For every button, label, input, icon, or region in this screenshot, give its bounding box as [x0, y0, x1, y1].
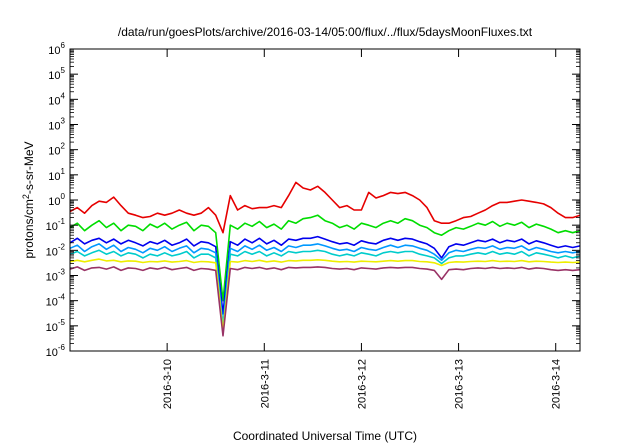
x-tick-label: 2016-3-10	[162, 359, 174, 409]
y-tick-label: 103	[48, 117, 65, 133]
x-tick-label: 2016-3-11	[259, 359, 271, 408]
x-axis-title: Coordinated Universal Time (UTC)	[233, 429, 417, 443]
y-tick-label: 102	[48, 142, 65, 158]
x-tick-label: 2016-3-12	[356, 359, 368, 409]
x-tick-label: 2016-3-14	[551, 359, 563, 409]
series-line	[69, 214, 581, 302]
y-tick-label: 10-4	[46, 293, 66, 309]
series-line	[69, 258, 581, 333]
y-axis-title: protons/cm2-s-sr-MeV	[21, 141, 36, 258]
y-axis-title-part: protons/cm	[22, 199, 36, 258]
y-axis-title-superscript: 2	[21, 194, 31, 199]
series-layer	[69, 181, 581, 337]
y-tick-label: 10-3	[46, 268, 66, 284]
y-tick-label: 10-2	[46, 242, 66, 258]
series-line	[69, 181, 581, 234]
x-axis: 2016-3-10 2016-3-11 2016-3-12 2016-3-13 2016…	[162, 49, 563, 409]
y-tick-label: 10-1	[46, 217, 66, 233]
chart-title: /data/run/goesPlots/archive/2016-03-14/0…	[118, 25, 533, 39]
y-tick-label: 100	[48, 192, 65, 208]
series-line	[69, 266, 581, 337]
series-line	[69, 243, 581, 327]
y-tick-label: 105	[48, 66, 65, 82]
y-tick-label: 10-6	[46, 343, 66, 359]
y-axis: 10-6 10-5 10-4 10-3 10-2 10-1 100 101 102 103 104 1…	[46, 41, 580, 359]
y-tick-label: 106	[48, 41, 65, 57]
series-line	[69, 235, 581, 315]
y-tick-label: 10-5	[46, 318, 66, 334]
x-tick-label: 2016-3-13	[454, 359, 466, 409]
y-axis-title-part: -s-sr-MeV	[22, 141, 36, 194]
series-line	[69, 249, 581, 330]
plot-frame	[69, 48, 581, 352]
y-tick-label: 104	[48, 91, 65, 107]
y-tick-label: 101	[48, 167, 65, 183]
